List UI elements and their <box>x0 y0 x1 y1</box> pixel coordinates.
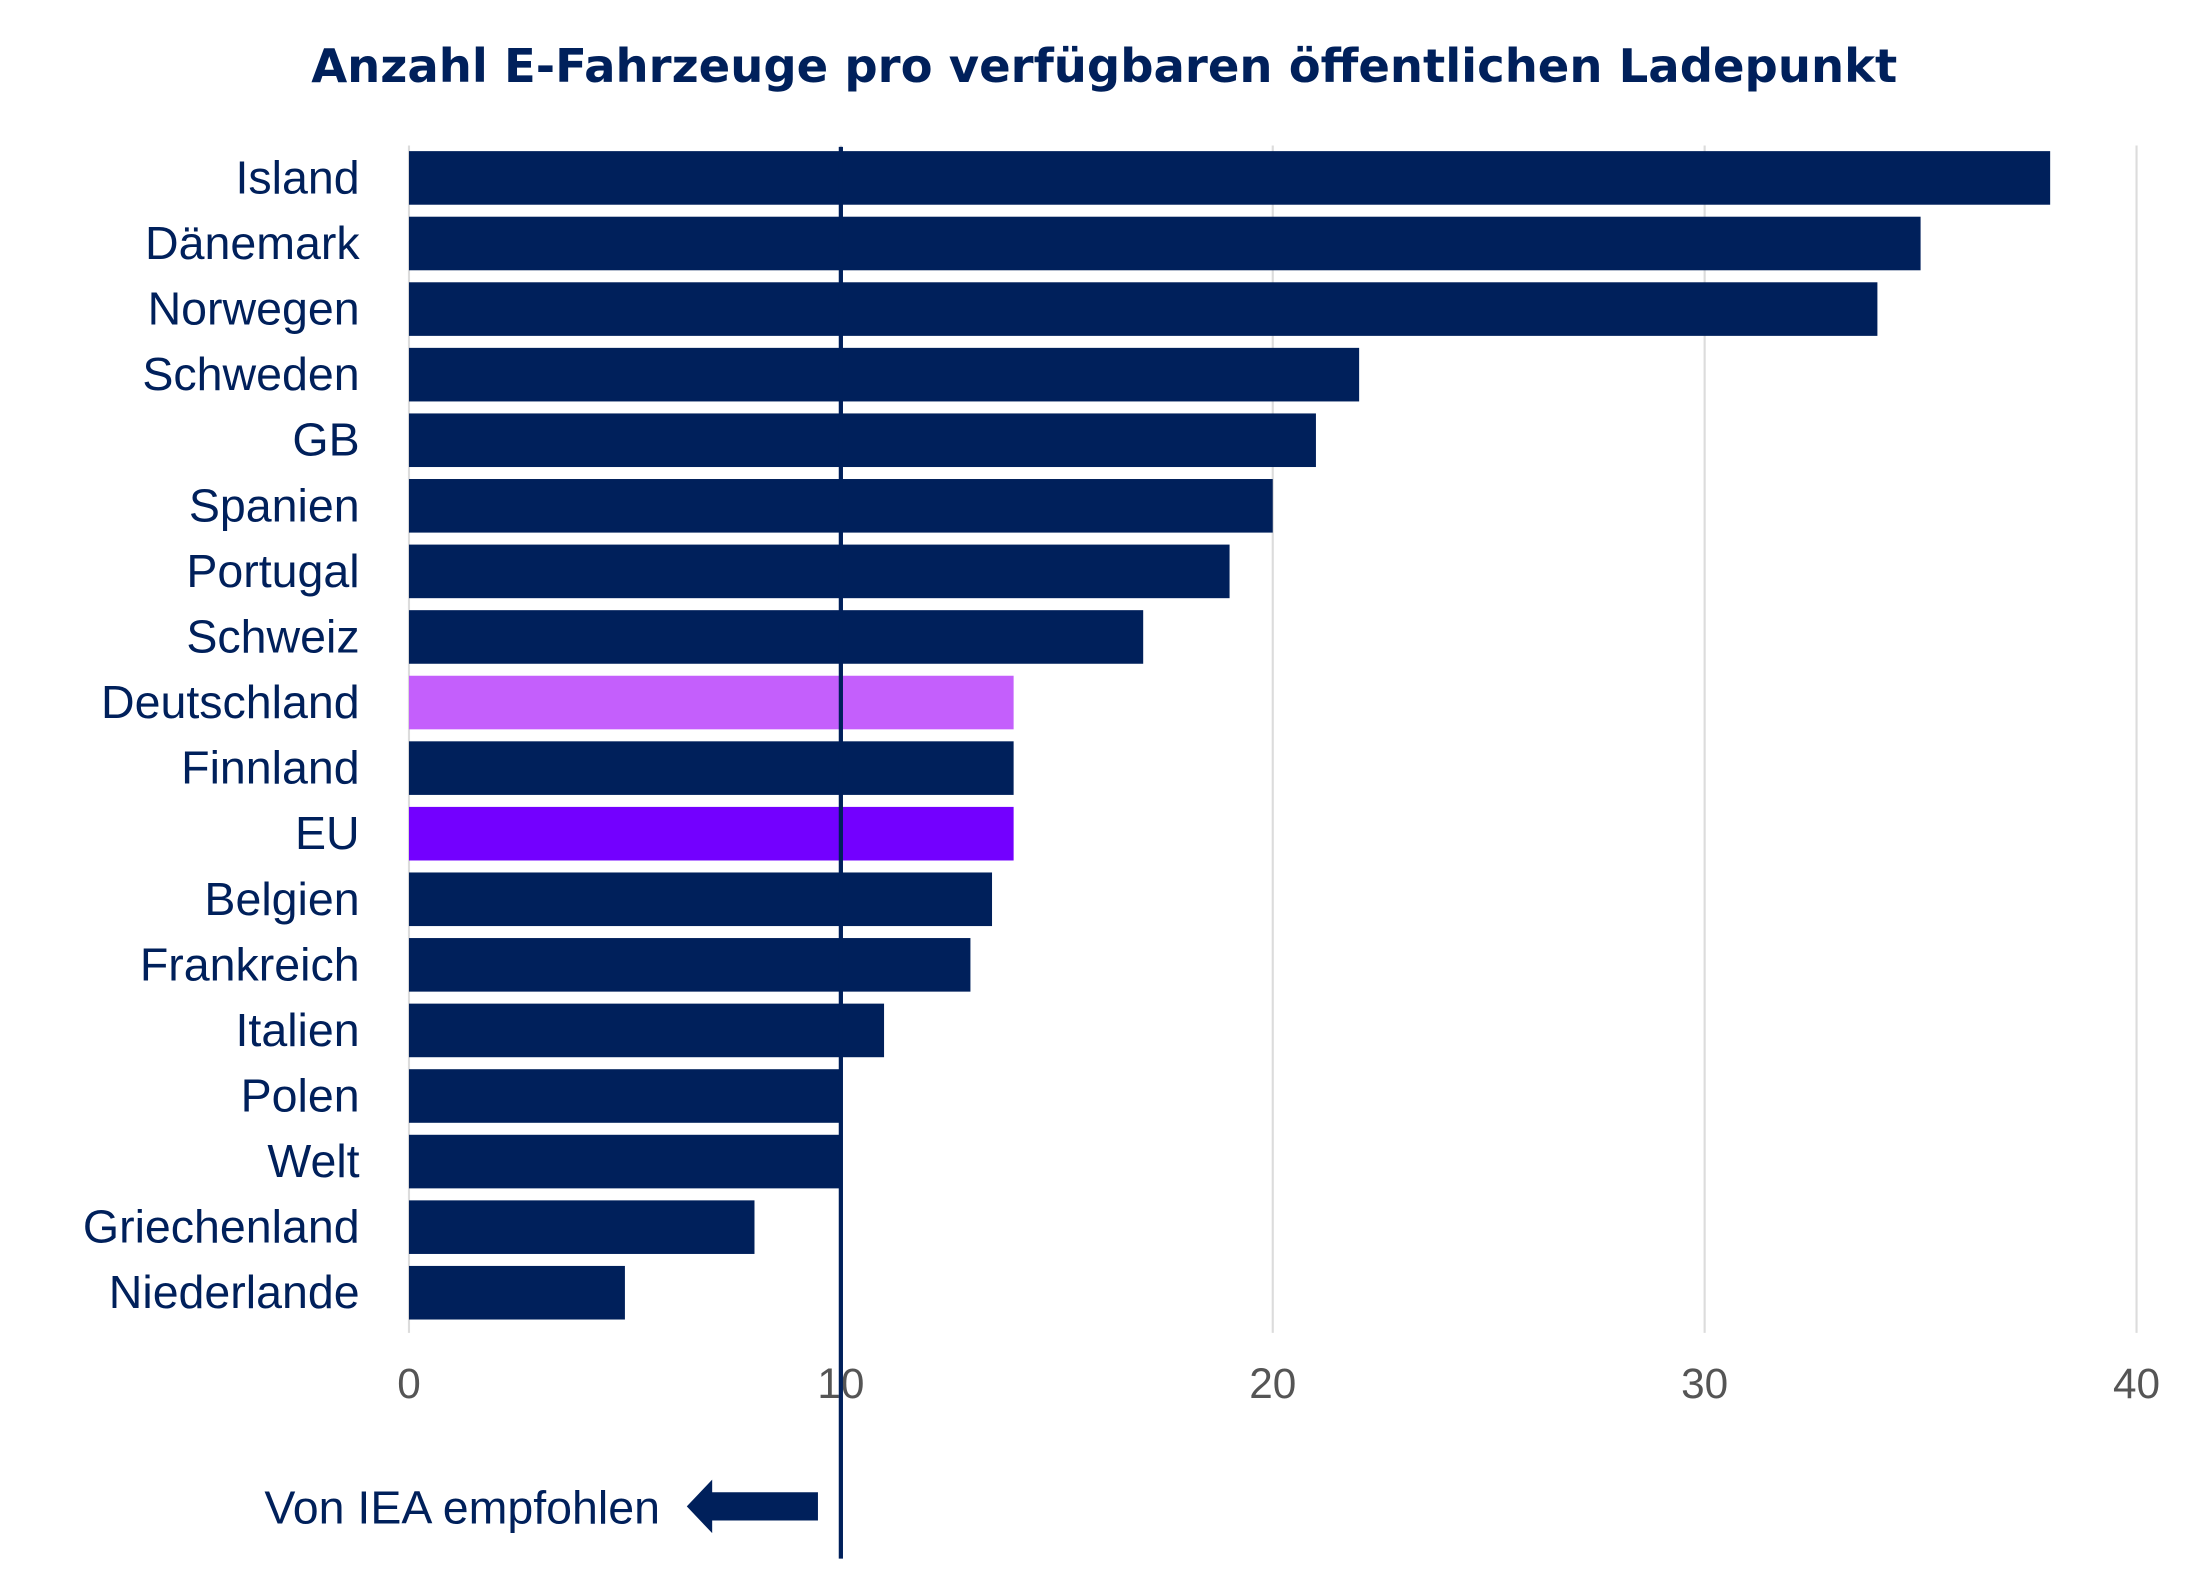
category-label: Frankreich <box>140 938 360 990</box>
bar-griechenland <box>408 1200 755 1254</box>
bar-gb <box>408 413 1316 468</box>
bar-norwegen <box>408 282 1878 336</box>
chart-title: Anzahl E-Fahrzeuge pro verfügbaren öffen… <box>311 39 1897 93</box>
bar-polen <box>408 1069 841 1123</box>
category-label: Griechenland <box>83 1201 360 1253</box>
x-tick-label: 40 <box>2113 1360 2160 1407</box>
bar-schweiz <box>408 610 1144 664</box>
category-label: Schweden <box>142 348 359 400</box>
x-tick-label: 0 <box>397 1360 421 1407</box>
bar-finnland <box>408 741 1014 795</box>
category-label: Portugal <box>186 545 359 597</box>
x-tick-label: 20 <box>1249 1360 1296 1407</box>
category-label: EU <box>295 807 360 859</box>
category-label: Italien <box>235 1004 359 1056</box>
x-tick-label: 30 <box>1681 1360 1728 1407</box>
category-label: Welt <box>267 1135 359 1187</box>
category-label: Island <box>235 151 359 203</box>
category-label: Belgien <box>204 873 359 925</box>
category-label: Schweiz <box>186 610 359 662</box>
bar-island <box>408 151 2051 205</box>
bar-schweden <box>408 347 1360 402</box>
category-label: Finnland <box>181 742 359 794</box>
category-label: Niederlande <box>109 1266 360 1318</box>
bar-welt <box>408 1134 841 1189</box>
bar-dänemark <box>408 216 1921 271</box>
bar-belgien <box>408 872 993 927</box>
bar-deutschland <box>408 675 1014 730</box>
category-label: Deutschland <box>101 676 360 728</box>
bar-portugal <box>408 544 1230 599</box>
bar-italien <box>408 1003 885 1058</box>
bar-eu <box>408 806 1014 861</box>
category-label: Polen <box>241 1070 360 1122</box>
category-label: Norwegen <box>148 283 360 335</box>
arrow-left-icon <box>686 1479 818 1534</box>
reference-label: Von IEA empfohlen <box>264 1481 660 1533</box>
category-label: GB <box>292 414 359 466</box>
category-label: Spanien <box>189 479 360 531</box>
bar-niederlande <box>408 1265 625 1320</box>
category-label: Dänemark <box>145 217 360 269</box>
bar-frankreich <box>408 938 971 992</box>
